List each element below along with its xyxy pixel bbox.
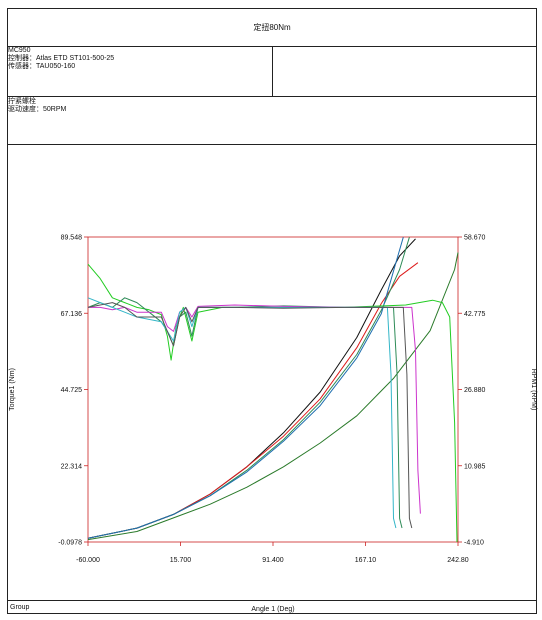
y-tick-label: -0.0978 (58, 540, 82, 547)
x-tick-label: -60.000 (76, 557, 100, 564)
divider-info (7, 96, 537, 97)
y2-tick-label: 26.880 (464, 387, 486, 394)
series-line-2 (87, 262, 419, 539)
report-frame (7, 8, 537, 614)
divider-info-vertical (272, 46, 273, 96)
x-tick-label: 15.700 (170, 557, 192, 564)
operation-label: 拧紧螺栓 (8, 98, 36, 105)
series-line-6 (87, 263, 458, 543)
group-label: Group (10, 604, 30, 611)
y-tick-label: 22.314 (61, 463, 83, 470)
drive-speed-label: 驱动速度：50RPM (8, 106, 67, 113)
x-tick-label: 167.10 (355, 557, 377, 564)
x-axis-title: Angle 1 (Deg) (251, 606, 294, 613)
series-line-9 (87, 297, 397, 529)
model-label: MC950 (8, 47, 31, 54)
series-line-5 (87, 252, 459, 541)
series-line-8 (88, 304, 421, 514)
y-tick-label: 89.548 (61, 235, 83, 242)
series-line-10 (87, 302, 413, 529)
y-tick-label: 44.725 (61, 387, 83, 394)
sensor-label: 传感器：TAU050-160 (8, 63, 76, 70)
y-tick-label: 67.136 (61, 311, 83, 318)
plot-area (87, 236, 459, 543)
report-title: 定扭80Nm (253, 22, 291, 32)
y-axis-title: Torque1 (Nm) (9, 368, 16, 411)
series-line-1 (87, 238, 416, 539)
divider-conditions (7, 144, 537, 145)
y2-axis-title: RPM1 (RPM) (530, 369, 537, 411)
divider-footer (7, 600, 537, 601)
y2-tick-label: -4.910 (464, 540, 484, 547)
x-tick-label: 242.80 (447, 557, 469, 564)
y2-tick-label: 42.775 (464, 311, 486, 318)
x-tick-label: 91.400 (262, 557, 284, 564)
y2-tick-label: 58.670 (464, 235, 486, 242)
series-line-3 (87, 237, 410, 539)
series-line-7 (87, 297, 403, 529)
y2-tick-label: 10.985 (464, 463, 486, 470)
series-line-4 (87, 237, 404, 539)
controller-label: 控制器：Atlas ETD ST101-500-25 (8, 55, 115, 62)
